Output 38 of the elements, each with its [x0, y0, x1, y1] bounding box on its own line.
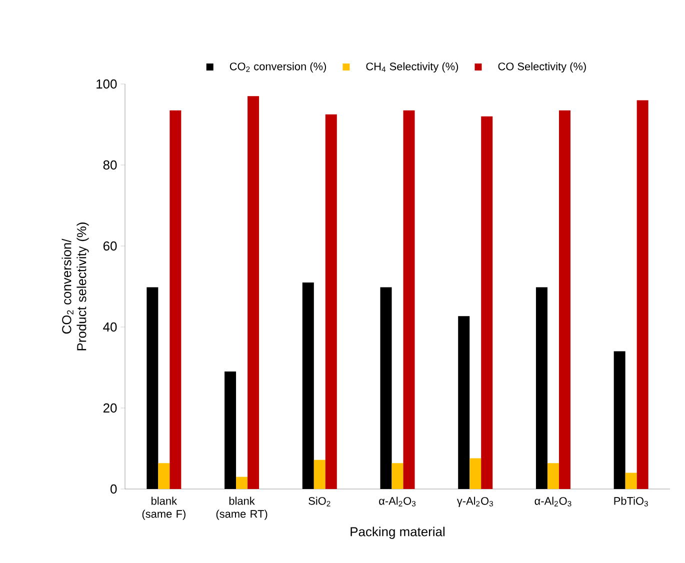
bar	[302, 282, 314, 489]
bar	[481, 116, 493, 489]
bar	[224, 372, 236, 489]
bar	[325, 114, 337, 489]
bar	[380, 287, 392, 489]
bar	[248, 96, 260, 489]
y-tick-label: 20	[103, 403, 117, 413]
bar	[170, 110, 182, 489]
bar	[625, 472, 637, 489]
legend-label: CO$_{2}$ conversion (%)	[230, 62, 326, 72]
x-tick-label: α-Al$_{2}$O$_{3}$	[534, 496, 572, 506]
bar	[458, 316, 470, 489]
bar	[146, 287, 158, 489]
y-tick-label: 40	[103, 322, 117, 332]
bar	[314, 460, 326, 489]
legend-label: CO Selectivity (%)	[498, 62, 586, 72]
y-tick-label: 80	[103, 160, 117, 170]
y-tick-label: 60	[103, 241, 117, 251]
x-tick-label: SiO$_{2}$	[308, 496, 330, 506]
x-tick-label: blank (same RT)	[216, 496, 268, 520]
bar	[392, 463, 404, 489]
bar	[636, 100, 648, 489]
bar	[558, 110, 570, 489]
x-tick-label: α-Al$_{2}$O$_{3}$	[379, 496, 416, 506]
y-tick-label: 100	[96, 79, 117, 89]
y-tick-label: 0	[110, 484, 117, 494]
bar	[547, 463, 559, 489]
x-axis-title: Packing material	[350, 526, 444, 539]
x-tick-label: γ-Al$_{2}$O$_{3}$	[456, 496, 493, 507]
bar	[403, 110, 415, 489]
bar	[470, 458, 482, 489]
bar	[536, 287, 548, 489]
bar	[614, 351, 626, 489]
x-tick-label: PbTiO$_{3}$	[614, 496, 648, 506]
bar	[158, 463, 170, 489]
bar	[236, 476, 248, 489]
legend-label: CH$_{4}$ Selectivity (%)	[366, 62, 458, 72]
x-tick-label: blank (same F)	[142, 496, 186, 520]
